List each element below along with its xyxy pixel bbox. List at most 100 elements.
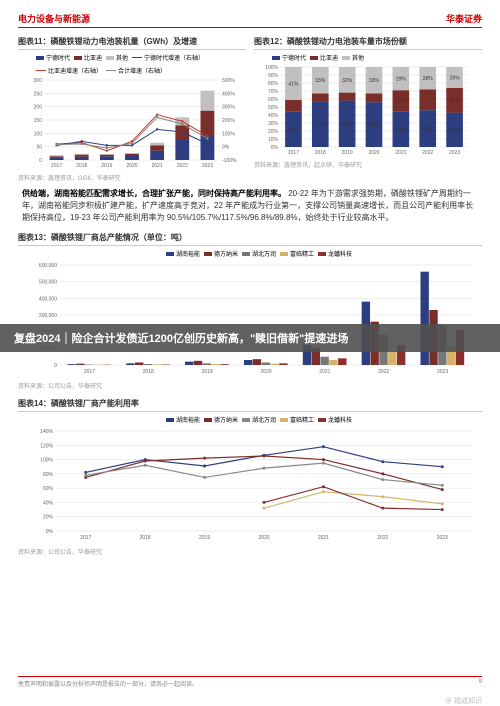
svg-text:2020: 2020 bbox=[126, 163, 137, 169]
svg-text:200: 200 bbox=[34, 105, 43, 111]
svg-text:29%: 29% bbox=[396, 77, 407, 83]
paragraph: 供给端，湖南裕能匹配需求增长，合理扩张产能，同时保持高产能利用率。 20-22 … bbox=[22, 188, 478, 224]
svg-text:30%: 30% bbox=[268, 121, 279, 127]
svg-text:500%: 500% bbox=[222, 78, 235, 84]
svg-text:2022: 2022 bbox=[177, 163, 188, 169]
svg-text:2018: 2018 bbox=[76, 163, 87, 169]
svg-text:400,000: 400,000 bbox=[39, 296, 57, 302]
svg-text:41%: 41% bbox=[288, 81, 299, 87]
svg-text:2019: 2019 bbox=[202, 369, 213, 375]
svg-text:2021: 2021 bbox=[152, 163, 163, 169]
overlay-banner: 复盘2024｜险企合计发债近1200亿创历史新高，"赎旧借新"提速进场 bbox=[0, 324, 500, 352]
chart11-area: 050100150200250300-100%0%100%200%300%400… bbox=[18, 76, 246, 171]
svg-text:20%: 20% bbox=[268, 129, 279, 135]
chart14-box: 图表14：磷酸铁锂厂商产能利用率 湖南裕能德方纳米湖北万润富临精工龙蟠科技 0%… bbox=[18, 396, 482, 556]
chart11-legend: 宁德时代比亚迪其他宁德时代增速（右轴）比亚迪增速（右轴）合计增速（右轴） bbox=[18, 52, 246, 76]
svg-text:2019: 2019 bbox=[101, 163, 112, 169]
chart12-title: 图表12：磷酸铁锂动力电池装车量市场份额 bbox=[254, 34, 482, 50]
chart12-box: 图表12：磷酸铁锂动力电池装车量市场份额 宁德时代比亚迪其他 0% 10% 20% 3… bbox=[254, 34, 482, 182]
header-brand: 华泰证券 bbox=[446, 12, 482, 25]
svg-text:57%: 57% bbox=[315, 122, 326, 128]
svg-text:2017: 2017 bbox=[84, 369, 95, 375]
svg-text:2018: 2018 bbox=[140, 535, 151, 541]
watermark: ⊕ 福成知识 bbox=[445, 696, 482, 706]
svg-text:50%: 50% bbox=[268, 105, 279, 111]
svg-text:60%: 60% bbox=[268, 97, 279, 103]
svg-text:100%: 100% bbox=[40, 458, 53, 464]
chart11-title: 图表11：磷酸铁锂动力电池装机量（GWh）及增速 bbox=[18, 34, 246, 50]
svg-text:31%: 31% bbox=[450, 98, 461, 104]
chart11-box: 图表11：磷酸铁锂动力电池装机量（GWh）及增速 宁德时代比亚迪其他宁德时代增速… bbox=[18, 34, 246, 182]
chart14-title: 图表14：磷酸铁锂厂商产能利用率 bbox=[18, 396, 482, 412]
svg-text:70%: 70% bbox=[268, 89, 279, 95]
svg-text:300: 300 bbox=[34, 78, 43, 84]
svg-text:46%: 46% bbox=[423, 127, 434, 133]
svg-text:33%: 33% bbox=[315, 78, 326, 84]
svg-text:140%: 140% bbox=[40, 429, 53, 435]
svg-text:2018: 2018 bbox=[315, 150, 326, 156]
chart11-source: 资料来源：鑫锂资讯，GGII，华泰研究 bbox=[18, 173, 246, 182]
footer: 免责声明和披露以及分析师声明是报告的一部分，请务必一起阅读。 9 bbox=[18, 676, 482, 688]
svg-text:120%: 120% bbox=[40, 443, 53, 449]
svg-text:100: 100 bbox=[34, 131, 43, 137]
svg-text:27%: 27% bbox=[396, 99, 407, 105]
svg-text:2023: 2023 bbox=[449, 150, 460, 156]
chart13-legend: 湖南裕能德方纳米湖北万润富临精工龙蟠科技 bbox=[18, 248, 482, 259]
svg-text:33%: 33% bbox=[369, 78, 380, 84]
svg-text:2021: 2021 bbox=[395, 150, 406, 156]
chart12-legend: 宁德时代比亚迪其他 bbox=[254, 52, 482, 63]
svg-text:600,000: 600,000 bbox=[39, 263, 57, 269]
chart13-source: 资料来源：公司公告，华泰研究 bbox=[18, 381, 482, 390]
svg-text:60%: 60% bbox=[43, 486, 54, 492]
svg-text:250: 250 bbox=[34, 91, 43, 97]
svg-text:44%: 44% bbox=[396, 127, 407, 133]
svg-text:20%: 20% bbox=[43, 515, 54, 521]
svg-text:2017: 2017 bbox=[80, 535, 91, 541]
svg-text:2021: 2021 bbox=[318, 535, 329, 541]
chart12-area: 0%10%20%30%40%50%60%70%80%90%100%44%41%5… bbox=[254, 63, 482, 158]
chart13-area: 0100,000200,000300,000400,000500,000600,… bbox=[18, 259, 482, 379]
svg-text:2023: 2023 bbox=[437, 535, 448, 541]
svg-text:2017: 2017 bbox=[51, 163, 62, 169]
svg-text:2023: 2023 bbox=[202, 163, 213, 169]
svg-text:2022: 2022 bbox=[422, 150, 433, 156]
svg-text:2023: 2023 bbox=[437, 369, 448, 375]
svg-text:150: 150 bbox=[34, 118, 43, 124]
svg-text:500,000: 500,000 bbox=[39, 280, 57, 286]
svg-text:40%: 40% bbox=[268, 113, 279, 119]
footer-disclaimer: 免责声明和披露以及分析师声明是报告的一部分，请务必一起阅读。 bbox=[18, 679, 198, 688]
svg-text:43%: 43% bbox=[450, 128, 461, 134]
svg-text:10%: 10% bbox=[268, 137, 279, 143]
chart13-box: 图表13：磷酸铁锂厂商总产能情况（单位：吨） 湖南裕能德方纳米湖北万润富临精工龙… bbox=[18, 230, 482, 390]
svg-text:2020: 2020 bbox=[258, 535, 269, 541]
chart12-source: 资料来源：鑫锂资讯，起点研，华泰研究 bbox=[254, 160, 482, 169]
svg-text:200%: 200% bbox=[222, 118, 235, 124]
svg-text:100%: 100% bbox=[222, 131, 235, 137]
svg-text:56%: 56% bbox=[369, 123, 380, 129]
svg-text:0: 0 bbox=[54, 363, 57, 369]
header-category: 电力设备与新能源 bbox=[18, 12, 90, 25]
svg-text:50: 50 bbox=[36, 145, 42, 151]
chart14-area: 0% 20% 40% 60% 80% 100% 120% 140% 2017 2018 2019 20… bbox=[18, 425, 482, 545]
svg-text:58%: 58% bbox=[342, 122, 353, 128]
page-header: 电力设备与新能源 华泰证券 bbox=[18, 12, 482, 28]
svg-text:400%: 400% bbox=[222, 91, 235, 97]
svg-text:44%: 44% bbox=[288, 127, 299, 133]
chart13-title: 图表13：磷酸铁锂厂商总产能情况（单位：吨） bbox=[18, 230, 482, 246]
footer-pagenum: 9 bbox=[479, 679, 482, 688]
svg-text:0%: 0% bbox=[222, 145, 230, 151]
svg-text:0: 0 bbox=[39, 158, 42, 164]
svg-text:2022: 2022 bbox=[377, 535, 388, 541]
svg-text:80%: 80% bbox=[43, 472, 54, 478]
svg-text:0%: 0% bbox=[271, 145, 279, 151]
svg-text:40%: 40% bbox=[43, 500, 54, 506]
svg-text:2022: 2022 bbox=[378, 369, 389, 375]
svg-text:2019: 2019 bbox=[199, 535, 210, 541]
svg-text:2018: 2018 bbox=[143, 369, 154, 375]
paragraph-lead: 供给端，湖南裕能匹配需求增长，合理扩张产能，同时保持高产能利用率。 bbox=[22, 189, 286, 198]
svg-text:2020: 2020 bbox=[368, 150, 379, 156]
svg-text:32%: 32% bbox=[342, 78, 353, 84]
svg-text:-100%: -100% bbox=[222, 158, 237, 164]
svg-text:0%: 0% bbox=[46, 529, 54, 535]
chart14-source: 资料来源：公司公告，华泰研究 bbox=[18, 547, 482, 556]
